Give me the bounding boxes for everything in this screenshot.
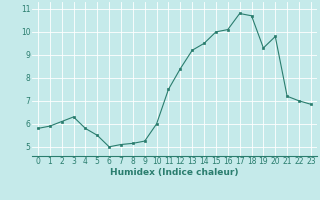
X-axis label: Humidex (Indice chaleur): Humidex (Indice chaleur) [110, 168, 239, 177]
